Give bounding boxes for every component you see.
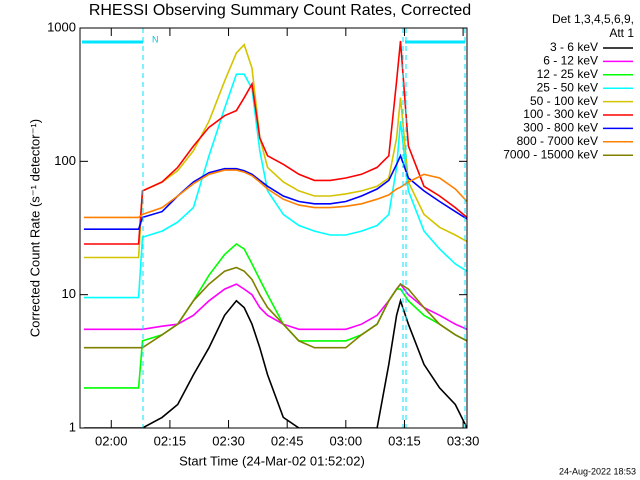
plot-area	[83, 40, 467, 428]
legend-label: 12 - 25 keV	[537, 67, 598, 81]
x-tick-label: 03:15	[388, 433, 421, 448]
legend-label: 50 - 100 keV	[530, 94, 598, 108]
chart-title: RHESSI Observing Summary Count Rates, Co…	[89, 2, 471, 19]
footer: 24-Aug-2022 18:53	[559, 466, 636, 476]
night-label: N	[152, 34, 159, 44]
legend-title: Det 1,3,4,5,6,9,	[552, 12, 634, 26]
series-line	[83, 298, 467, 428]
x-tick-label: 02:00	[95, 433, 128, 448]
legend-label: 100 - 300 keV	[523, 107, 598, 121]
legend-title: Att 1	[609, 26, 634, 40]
x-tick-label: 03:00	[330, 433, 363, 448]
markers	[82, 28, 466, 428]
x-tick-label: 02:45	[271, 433, 304, 448]
x-tick-label: 03:30	[447, 433, 480, 448]
series-line	[83, 169, 467, 219]
x-axis-label: Start Time (24-Mar-02 01:52:02)	[179, 453, 365, 468]
y-tick-label: 1000	[47, 19, 76, 34]
legend-label: 6 - 12 keV	[543, 54, 598, 68]
plot-frame	[79, 27, 468, 429]
x-tick-label: 02:15	[154, 433, 187, 448]
y-axis-label: Corrected Count Rate (s⁻¹ detector⁻¹)	[27, 119, 42, 337]
y-tick-label: 10	[62, 286, 76, 301]
legend-label: 25 - 50 keV	[537, 80, 598, 94]
x-tick-label: 02:30	[212, 433, 245, 448]
y-tick-label: 1	[69, 419, 76, 434]
legend-label: 7000 - 15000 keV	[503, 147, 598, 161]
series-line	[83, 242, 467, 389]
y-tick-label: 100	[54, 153, 76, 168]
legend-label: 3 - 6 keV	[550, 40, 598, 54]
legend-label: 800 - 7000 keV	[517, 134, 598, 148]
legend-label: 300 - 800 keV	[523, 121, 598, 135]
